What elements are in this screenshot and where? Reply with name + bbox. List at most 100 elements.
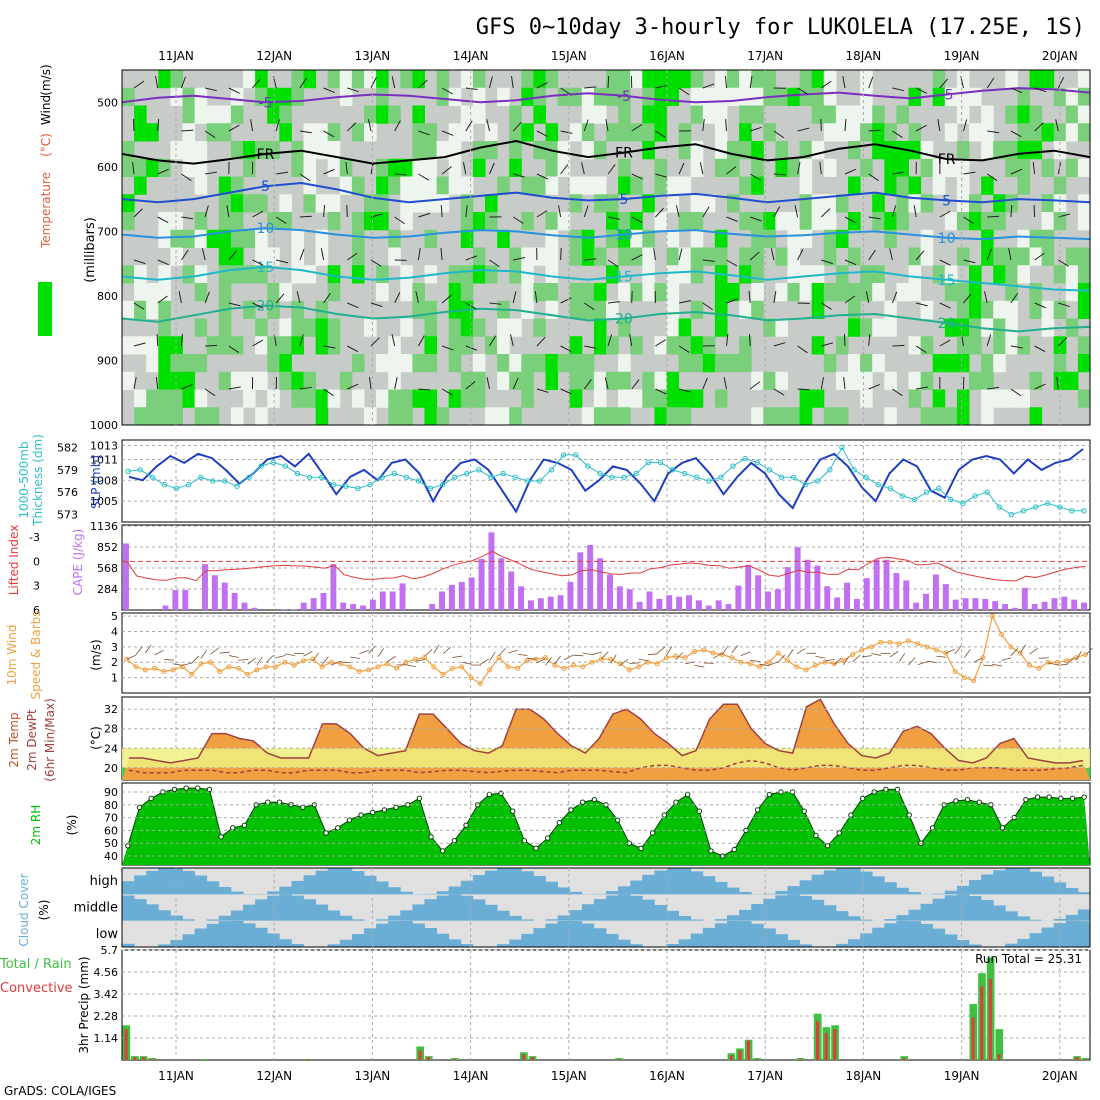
rh-cell [545,212,559,231]
rh-cell [884,407,897,426]
rh-cell [267,389,280,408]
rh-cell [146,300,159,319]
rh-cell [872,105,885,124]
rh2m-point [614,817,621,823]
wind-barb [181,129,194,132]
wind-barb [820,208,831,218]
wind10m-frame [121,612,1091,694]
cape-bar [715,600,722,610]
wind-barb [1034,122,1044,132]
rh-cell [448,300,462,319]
rh-cell [884,176,897,195]
precip-tick-label: 1.14 [94,1032,119,1045]
wind10m-barb [973,657,983,663]
wind-barb [226,205,230,218]
thickness-point [694,474,700,480]
wind-barb [157,259,169,266]
wind10m-barb [1075,651,1082,660]
cloud-bar [896,887,909,895]
rh-cell [654,371,667,390]
rh-cell [654,176,667,195]
wind-barb [323,388,334,397]
rh-cell [1005,105,1018,124]
thickness-point [827,467,833,473]
rh-cell [376,70,389,89]
wind-barb [180,334,183,347]
cloud-bar [376,881,389,895]
rh-cell [727,87,740,106]
rh-cell [194,389,208,408]
wind10m-point [487,667,493,673]
cloud-bar [872,927,885,947]
rh-cell [618,371,631,390]
wind-barb [584,345,597,349]
chart-title: GFS 0~10day 3-hourly for LUKOLELA (17.25… [476,15,1085,40]
rh-cell [823,407,837,426]
cloud-bar [255,899,268,921]
cloud-bar [727,920,740,947]
rh-cell [218,212,232,231]
rh-cell [751,283,764,302]
thickness-point [1008,511,1015,518]
rh-cell [1017,123,1030,142]
wind-barb [133,259,146,265]
rh-cell [472,318,486,337]
cloud-bar [569,891,583,895]
wind10m-barb [387,655,396,662]
wind-barb [1010,168,1023,175]
cloud-bar [1029,933,1042,947]
cloud-bar [739,891,752,895]
wind10m-barb [312,652,319,662]
isotherm-label: -5 [258,95,272,111]
rh-cell [170,70,183,89]
rh-cell [521,123,534,142]
cape-bar [251,607,258,610]
rh-cell [1077,105,1091,124]
rh-cell [291,389,304,408]
precip-convective-bar [997,1054,1001,1060]
cloud-bar [1029,919,1042,921]
rh-cell [182,158,196,177]
cloud-bar [1029,871,1042,895]
rh-cell [581,176,595,195]
wind-barb [154,76,159,89]
cloud-bar [823,905,837,921]
rh-cell [606,371,619,390]
wind-barb [441,345,454,351]
wind-barb [510,76,514,89]
rh-cell [230,194,244,213]
temperature-tick-label: 28 [104,723,118,736]
rh-cell [981,212,994,231]
cape-bar [310,598,317,610]
cape-bar [765,591,771,610]
rh-cell [1017,87,1030,106]
wind10m-point [580,664,586,670]
precip-convective-bar [902,1058,906,1060]
rh-cell [460,318,474,337]
wind-barb [465,205,468,218]
rh-cell [448,283,462,302]
rh-cell [1005,247,1018,266]
rh-cell [243,141,256,160]
rh-cell [509,318,522,337]
rh-cell [606,194,619,213]
rh-cell [472,141,486,160]
cloud-bar [436,891,450,895]
cloud-bar [412,923,425,947]
rh-cell [642,389,655,408]
cape-bar [172,590,179,610]
rh-cell [279,283,292,302]
cape-bar [458,581,465,610]
wind-barb [939,339,951,347]
cloud-bar [1077,909,1091,921]
wind-barb [299,386,312,390]
wind10m-barb [852,654,861,663]
cloud-bar [497,910,510,921]
precip-tick-label: 4.56 [94,966,119,979]
cape-axis-label: CAPE (J/kg) [71,529,85,596]
cloud-bar [763,898,776,921]
rh-cell [521,283,534,302]
cloud-bar [194,928,208,947]
wind10m-point [906,638,911,644]
cape-bar [804,559,811,610]
